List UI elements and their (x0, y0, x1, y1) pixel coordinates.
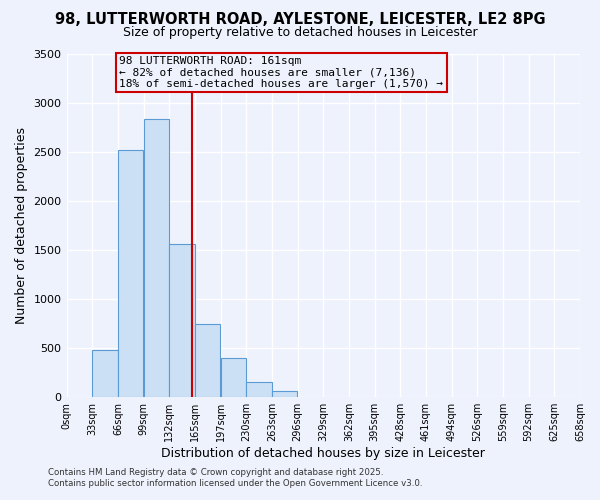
Bar (169, 244, 195, 397)
Text: Contains HM Land Registry data © Crown copyright and database right 2025.
Contai: Contains HM Land Registry data © Crown c… (48, 468, 422, 487)
Text: 98, LUTTERWORTH ROAD, AYLESTONE, LEICESTER, LE2 8PG: 98, LUTTERWORTH ROAD, AYLESTONE, LEICEST… (55, 12, 545, 28)
Bar (272, 392, 298, 397)
Bar (221, 358, 246, 397)
X-axis label: Distribution of detached houses by size in Leicester: Distribution of detached houses by size … (161, 447, 485, 460)
Text: 98 LUTTERWORTH ROAD: 161sqm
← 82% of detached houses are smaller (7,136)
18% of : 98 LUTTERWORTH ROAD: 161sqm ← 82% of det… (119, 56, 443, 89)
Bar (118, 150, 143, 397)
Bar (92, 350, 118, 397)
Bar (144, 118, 169, 397)
Bar (195, 324, 220, 397)
Bar (247, 382, 272, 397)
Text: Size of property relative to detached houses in Leicester: Size of property relative to detached ho… (122, 26, 478, 39)
Y-axis label: Number of detached properties: Number of detached properties (15, 127, 28, 324)
